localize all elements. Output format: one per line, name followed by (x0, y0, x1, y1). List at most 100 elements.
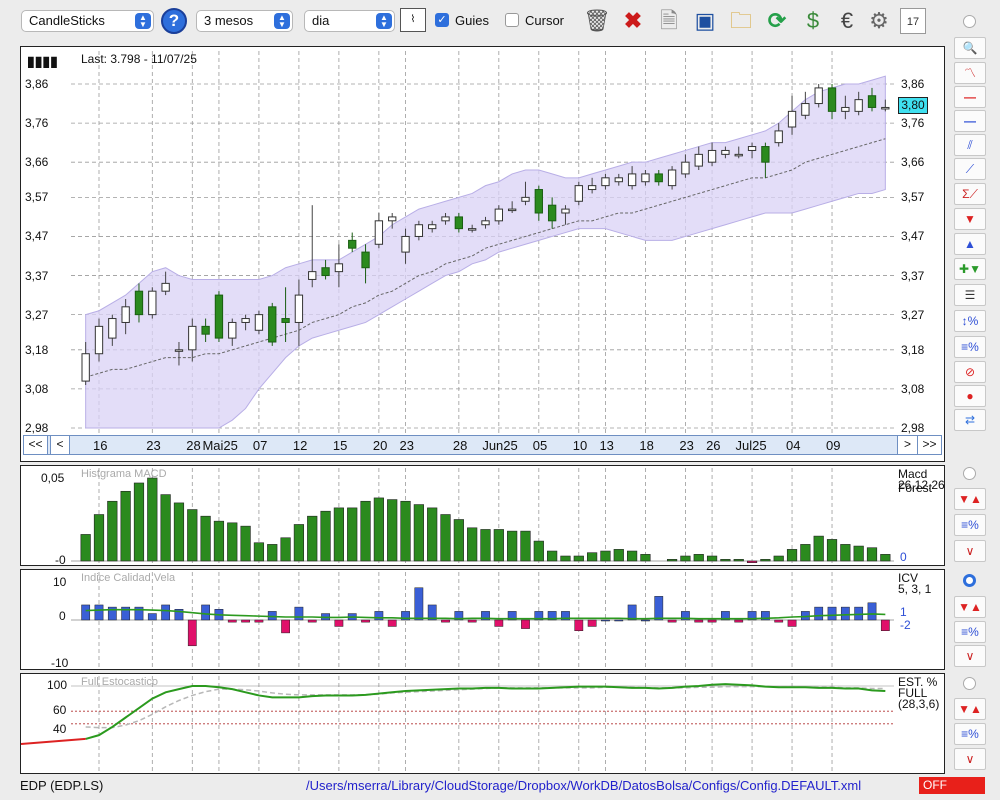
help-icon[interactable]: ? (161, 8, 187, 34)
record-icon[interactable]: ● (954, 385, 986, 407)
red-line-icon[interactable]: — (954, 86, 986, 108)
macd-radio[interactable] (963, 467, 976, 480)
candle-body (294, 294, 304, 323)
euro-icon[interactable]: € (840, 8, 854, 33)
delete-icon[interactable]: ✖ (623, 8, 643, 33)
icv-bar (361, 619, 370, 623)
stoch-radio[interactable] (963, 677, 976, 690)
gear-icon[interactable]: ⚙ (869, 8, 889, 33)
scale-percent-icon[interactable]: ↕% (954, 310, 986, 332)
icv-bar (667, 619, 677, 623)
macd-bar (187, 509, 198, 562)
icv-bar (201, 604, 210, 621)
icv-percent-icon[interactable]: ≡% (954, 621, 986, 643)
add-remove-icon[interactable]: ✚▼ (954, 258, 986, 280)
candle-body (814, 87, 823, 105)
macd-bar (706, 555, 718, 562)
candle-body (374, 220, 384, 245)
nav-last-button[interactable]: >> (917, 436, 941, 454)
candle-body (268, 306, 277, 343)
icv-bar (107, 606, 117, 621)
list-lines-icon[interactable]: ☰ (954, 284, 986, 306)
cursor-checkbox[interactable] (505, 13, 519, 27)
refresh-icon[interactable]: ⟳ (767, 8, 787, 33)
macd-bar (693, 554, 704, 562)
candle-body (441, 216, 450, 222)
x-tick-label: 23 (399, 438, 414, 453)
indicator-lines-icon[interactable]: 〽 (954, 62, 986, 84)
y-tick-label-left: 3,76 (25, 116, 49, 131)
macd-curve-icon[interactable]: ∨ (954, 540, 986, 562)
candle-body (854, 99, 863, 112)
macd-bar (573, 555, 584, 562)
icv-tick-bottom: -10 (51, 656, 69, 670)
sigma-icon[interactable]: Σ⟋ (954, 183, 986, 205)
y-tick-label-right: 3,18 (901, 342, 925, 357)
trendline-icon[interactable]: ⟋ (954, 158, 986, 180)
icv-bar (641, 619, 650, 622)
no-entry-icon[interactable]: ⊘ (954, 361, 986, 383)
candle-body (654, 173, 663, 183)
stoch-chart (21, 675, 894, 772)
interval-select[interactable]: dia ▲ ▼ (304, 10, 395, 32)
stoch-percent-icon[interactable]: ≡% (954, 723, 986, 745)
macd-updown-icon[interactable]: ▼▲ (954, 488, 986, 510)
icv-bar (521, 619, 530, 629)
calendar-icon[interactable]: 17 (900, 8, 926, 34)
icv-curve-icon[interactable]: ∨ (954, 645, 986, 667)
chart-type-value: CandleSticks (29, 13, 105, 28)
swap-icon[interactable]: ⇄ (954, 409, 986, 431)
nav-next-button[interactable]: > (897, 436, 917, 454)
nav-first-button[interactable]: << (24, 436, 48, 454)
macd-bar (280, 537, 291, 562)
arrow-down-icon[interactable]: ▼ (954, 208, 986, 230)
macd-percent-icon[interactable]: ≡% (954, 514, 986, 536)
config-path-link[interactable]: /Users/mserra/Library/CloudStorage/Dropb… (306, 778, 862, 793)
icv-bar (694, 619, 704, 623)
icv-updown-icon[interactable]: ▼▲ (954, 596, 986, 618)
date-navigator[interactable]: << < > >> 16 23 28 Mai25 07 12 15 20 23 28 Jun25 05… (23, 435, 942, 455)
icv-bar (547, 611, 557, 621)
icv-bar (307, 619, 317, 623)
y-tick-label-right: 3,86 (901, 77, 925, 91)
top-radio[interactable] (963, 15, 976, 28)
macd-bar (826, 539, 838, 562)
blue-line-icon[interactable]: — (954, 110, 986, 132)
macd-bar (866, 547, 878, 562)
macd-bar (267, 544, 278, 562)
candle-body (241, 318, 250, 323)
y-tick-label-left: 3,66 (25, 155, 49, 170)
trash-icon[interactable]: 🗑 (583, 8, 611, 33)
refresh-dollar-icon[interactable]: $ (806, 8, 820, 33)
macd-bar (147, 477, 158, 562)
chart-window-icon[interactable]: ⌇ (400, 8, 426, 32)
stoch-curve-icon[interactable]: ∨ (954, 748, 986, 770)
lines-percent-icon[interactable]: ≡% (954, 336, 986, 358)
stoch-updown-icon[interactable]: ▼▲ (954, 698, 986, 720)
candle-body (281, 318, 290, 323)
folder-icon[interactable]: 🗀 (729, 8, 752, 33)
candle-body (148, 290, 157, 316)
icv-bar (867, 602, 877, 621)
guides-checkbox[interactable]: ✓ (435, 13, 449, 27)
stoch-params: (28,3,6) (898, 697, 940, 711)
arrow-up-icon[interactable]: ▲ (954, 233, 986, 255)
macd-bar (453, 519, 464, 562)
candle-body (787, 110, 797, 128)
period-select[interactable]: 3 mesos ▲ ▼ (196, 10, 293, 32)
document-icon[interactable]: 🗎 (660, 8, 678, 33)
nav-prev-button[interactable]: < (50, 436, 70, 454)
icv-bar (574, 619, 584, 631)
candle-body (547, 204, 557, 222)
macd-bar (880, 554, 891, 562)
chart-type-select[interactable]: CandleSticks ▲ ▼ (21, 10, 154, 32)
price-chart (71, 51, 894, 433)
channel-icon[interactable]: ⫽ (954, 134, 986, 156)
macd-bar (347, 507, 358, 562)
icv-chart (71, 571, 894, 668)
candle-body (614, 177, 623, 183)
off-button[interactable]: OFF (919, 777, 985, 794)
zoom-icon[interactable]: 🔍 (954, 37, 986, 59)
save-icon[interactable]: ▣ (694, 8, 716, 33)
icv-radio[interactable] (963, 574, 976, 587)
